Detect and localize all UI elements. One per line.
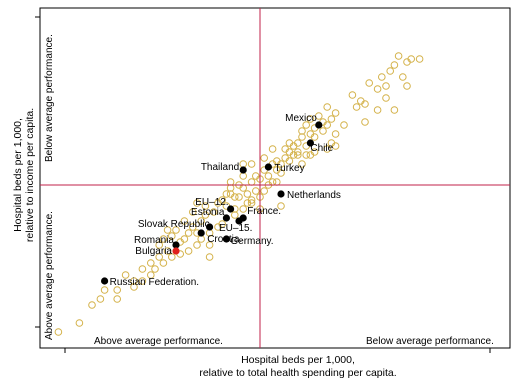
country-point <box>391 62 398 69</box>
quadrant-label-bottom-left: Above average performance. <box>94 336 223 347</box>
country-point <box>206 254 213 261</box>
country-point <box>97 296 104 303</box>
country-point <box>240 161 247 168</box>
country-point <box>374 86 381 93</box>
country-point <box>148 260 155 267</box>
country-label: Thailand <box>201 162 239 173</box>
other-countries-layer <box>55 53 423 336</box>
y-axis-title-line2: relative to income per capita. <box>24 108 36 242</box>
country-point <box>400 74 407 81</box>
country-point <box>320 128 327 135</box>
country-label: Chile <box>310 143 333 154</box>
country-point <box>269 146 276 153</box>
country-label: Turkey <box>274 163 304 174</box>
highlight-point <box>277 190 284 197</box>
highlight-point <box>101 277 108 284</box>
country-point <box>387 68 394 75</box>
country-label: Slovak Republic <box>138 219 210 230</box>
country-point <box>244 191 251 198</box>
country-point <box>383 95 390 102</box>
country-label: EU–15. <box>219 223 252 234</box>
country-point <box>194 242 201 249</box>
country-point <box>152 266 159 273</box>
country-point <box>324 104 331 111</box>
country-point <box>185 248 192 255</box>
quadrant-label-top-left: Below average performance. <box>44 34 55 162</box>
country-point <box>274 179 281 186</box>
highlight-point <box>223 235 230 242</box>
country-label: Estonia <box>191 207 225 218</box>
country-point <box>160 260 167 267</box>
country-point <box>185 230 192 237</box>
country-label: Romania <box>134 235 174 246</box>
country-point <box>261 188 268 195</box>
x-axis-title-line1: Hospital beds per 1,000, <box>241 354 355 366</box>
country-point <box>362 119 369 126</box>
country-label: France. <box>247 206 281 217</box>
country-point <box>395 53 402 60</box>
country-point <box>253 188 260 195</box>
country-point <box>101 287 108 294</box>
country-point <box>114 296 121 303</box>
x-axis-title-line2: relative to total health spending per ca… <box>199 367 396 379</box>
highlight-point <box>240 166 247 173</box>
country-point <box>404 83 411 90</box>
country-label: Russian Federation. <box>110 277 200 288</box>
y-axis-title-line1: Hospital beds per 1,000, <box>12 118 24 232</box>
country-point <box>391 107 398 114</box>
country-point <box>383 83 390 90</box>
country-point <box>374 107 381 114</box>
country-label: Bulgaria <box>135 246 172 257</box>
country-point <box>240 206 247 213</box>
country-point <box>366 80 373 87</box>
plot-frame <box>35 8 510 353</box>
country-point <box>353 104 360 111</box>
plot-border <box>40 8 510 348</box>
country-point <box>240 173 247 180</box>
highlight-point <box>198 229 205 236</box>
reference-lines-layer <box>40 8 510 348</box>
country-point <box>265 173 272 180</box>
country-point <box>139 266 146 273</box>
country-point <box>349 92 356 99</box>
country-point <box>332 110 339 117</box>
country-point <box>248 161 255 168</box>
country-point <box>332 131 339 138</box>
highlight-point <box>265 163 272 170</box>
country-point <box>416 56 423 63</box>
country-point <box>328 116 335 123</box>
quadrant-label-bottom-right: Below average performance. <box>366 336 494 347</box>
country-point <box>236 194 243 201</box>
country-point <box>198 236 205 243</box>
country-point <box>248 179 255 186</box>
country-point <box>55 329 62 336</box>
quadrant-label-left-vertical: Above average performance. <box>44 211 55 340</box>
country-point <box>261 155 268 162</box>
country-label: Netherlands <box>287 190 341 201</box>
country-point <box>89 302 96 309</box>
highlight-point <box>172 247 179 254</box>
country-point <box>379 74 386 81</box>
country-point <box>341 122 348 129</box>
country-point <box>76 320 83 327</box>
country-label: Germany. <box>230 236 273 247</box>
country-label: Mexico <box>285 113 317 124</box>
